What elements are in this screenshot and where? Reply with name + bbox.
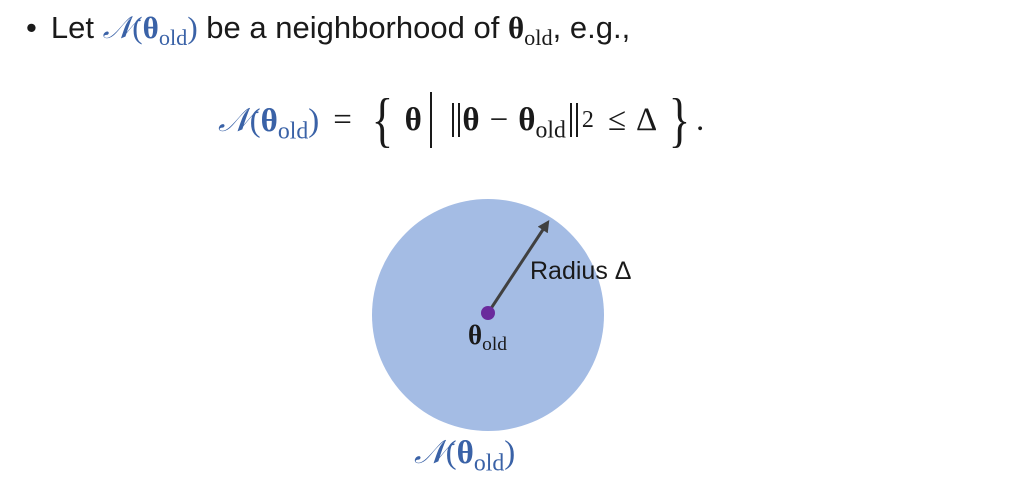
- old-subscript: old: [277, 118, 309, 145]
- old-subscript: old: [482, 334, 507, 356]
- theta-variable: θ: [404, 101, 422, 138]
- equals-sign: =: [333, 101, 352, 138]
- norm-bar-left: [458, 103, 461, 137]
- theta-symbol: θ: [468, 320, 483, 350]
- center-point: [481, 306, 495, 320]
- set-builder-bar: [429, 92, 433, 148]
- theta-symbol: θ: [260, 103, 278, 139]
- theta-symbol: θ: [518, 101, 536, 138]
- radius-arrow: [486, 219, 550, 314]
- open-paren: (: [445, 435, 457, 471]
- theta-symbol: θ: [456, 435, 474, 471]
- theta-symbol: θ: [142, 10, 159, 45]
- bullet-line: • Let 𝒩(θold) be a neighborhood of θold, …: [26, 10, 631, 51]
- norm-bar-right: [569, 103, 572, 137]
- left-brace: {: [371, 87, 394, 153]
- close-paren: ): [504, 435, 516, 471]
- old-subscript: old: [535, 117, 566, 144]
- neighborhood-symbol: 𝒩: [218, 100, 250, 139]
- theta-symbol: θ: [507, 10, 525, 45]
- theta-variable: θ: [462, 101, 480, 138]
- bullet-neighborhood-expr: 𝒩(θold): [102, 10, 198, 49]
- delta-symbol: Δ: [635, 101, 658, 138]
- right-brace: }: [668, 87, 691, 153]
- bullet-text-end: , e.g.,: [552, 10, 631, 45]
- norm-bar-left: [452, 103, 455, 137]
- region-label: 𝒩(θold): [414, 432, 516, 475]
- bullet-text-middle: be a neighborhood of: [206, 10, 500, 45]
- neighborhood-symbol: 𝒩: [414, 432, 446, 471]
- open-paren: (: [249, 103, 261, 139]
- radius-label: Radius Δ: [530, 257, 632, 285]
- theta-old-term: θold: [518, 101, 566, 142]
- leq-sign: ≤: [607, 101, 626, 138]
- minus-sign: −: [489, 101, 509, 138]
- open-paren: (: [132, 10, 143, 45]
- equation-lhs: 𝒩(θold): [218, 100, 320, 143]
- old-subscript: old: [158, 25, 188, 51]
- old-subscript: old: [473, 450, 505, 477]
- close-paren: ): [308, 103, 320, 139]
- period: .: [696, 101, 705, 138]
- bullet-text-let: Let: [50, 10, 94, 45]
- bullet-marker: •: [26, 10, 37, 45]
- center-label: θold: [468, 320, 507, 354]
- close-paren: ): [187, 10, 198, 45]
- norm-bar-right: [575, 103, 578, 137]
- neighborhood-equation: 𝒩(θold) = { θ θ − θold 2 ≤ Δ } .: [218, 87, 705, 153]
- old-subscript: old: [524, 25, 553, 51]
- neighborhood-symbol: 𝒩: [102, 10, 133, 46]
